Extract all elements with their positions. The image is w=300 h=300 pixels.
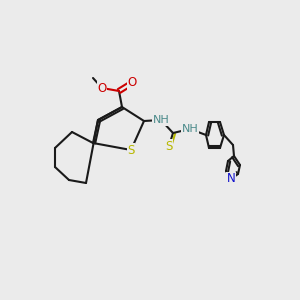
Text: N: N <box>226 172 236 185</box>
Text: O: O <box>128 76 136 89</box>
Text: S: S <box>165 140 173 152</box>
Text: NH: NH <box>182 124 198 134</box>
Text: NH: NH <box>153 115 169 125</box>
Text: O: O <box>98 82 106 94</box>
Text: S: S <box>127 143 135 157</box>
